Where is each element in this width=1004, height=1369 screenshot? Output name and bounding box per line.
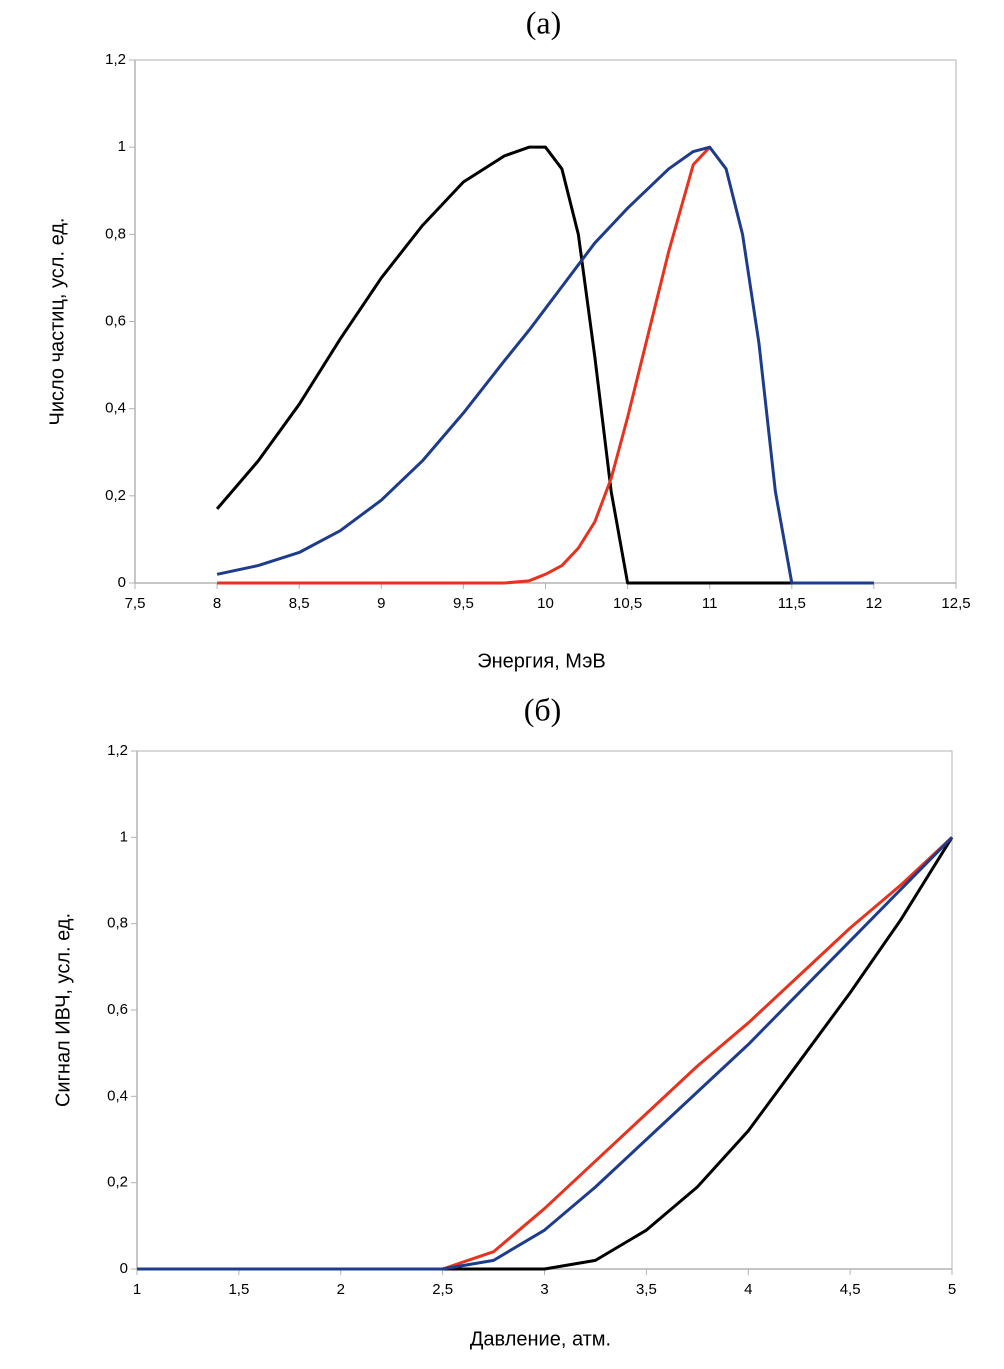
y-tick-label: 0,4	[107, 1087, 128, 1104]
y-tick-label: 0,2	[105, 487, 126, 504]
y-tick-label: 0,8	[105, 225, 126, 242]
x-tick-label: 12	[866, 595, 883, 612]
x-tick-label: 5	[948, 1281, 956, 1298]
y-tick-label: 1	[120, 828, 128, 845]
x-tick-label: 8,5	[289, 595, 310, 612]
y-tick-label: 0	[118, 574, 126, 591]
x-tick-label: 9,5	[453, 595, 474, 612]
y-tick-label: 1	[118, 138, 126, 155]
x-tick-label: 10	[537, 595, 554, 612]
chart-title: (а)	[526, 4, 562, 40]
x-axis-label: Давление, атм.	[470, 1328, 611, 1350]
x-tick-label: 10,5	[613, 595, 642, 612]
x-tick-label: 2	[337, 1281, 345, 1298]
y-tick-label: 0,2	[107, 1174, 128, 1191]
series-line	[137, 836, 954, 1271]
x-tick-label: 4	[744, 1281, 752, 1298]
x-tick-label: 11	[702, 595, 718, 612]
x-tick-label: 12,5	[941, 595, 970, 612]
series-line	[216, 145, 874, 585]
x-tick-label: 3	[540, 1281, 548, 1298]
x-tick-label: 2,5	[432, 1281, 453, 1298]
y-tick-label: 0,4	[105, 400, 126, 417]
y-tick-label: 0,6	[107, 1001, 128, 1018]
x-tick-label: 3,5	[636, 1281, 657, 1298]
plot-frame	[136, 750, 953, 1270]
y-tick-label: 0	[120, 1260, 128, 1277]
chart-title: (б)	[524, 691, 562, 727]
series-line	[215, 145, 792, 585]
x-tick-label: 8	[213, 595, 221, 612]
y-axis-label: Сигнал ИВЧ, усл. ед.	[52, 913, 74, 1107]
x-tick-label: 1	[133, 1281, 141, 1298]
series-line	[217, 146, 711, 585]
x-tick-label: 11,5	[778, 595, 806, 612]
y-tick-label: 1,2	[105, 51, 126, 68]
y-tick-label: 0,8	[107, 915, 128, 932]
y-axis-label: Число частиц, усл. ед.	[46, 218, 68, 426]
x-axis-label: Энергия, МэВ	[477, 650, 606, 672]
x-tick-label: 9	[377, 595, 385, 612]
y-tick-label: 1,2	[107, 742, 128, 759]
y-tick-label: 0,6	[105, 312, 126, 329]
series-line	[137, 836, 954, 1271]
series-line	[137, 836, 954, 1271]
x-tick-label: 7,5	[125, 595, 146, 612]
plot-frame	[134, 59, 957, 584]
x-tick-label: 4,5	[840, 1281, 861, 1298]
x-tick-label: 1,5	[228, 1281, 249, 1298]
